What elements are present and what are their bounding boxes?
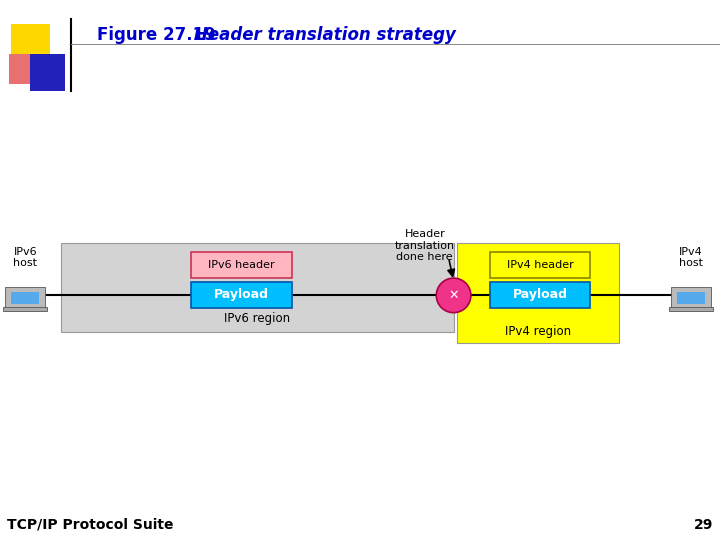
Text: ✕: ✕ [449,289,459,302]
FancyBboxPatch shape [61,243,454,332]
FancyBboxPatch shape [490,282,590,308]
FancyBboxPatch shape [457,243,619,343]
FancyBboxPatch shape [11,292,40,303]
Text: IPv6 header: IPv6 header [208,260,274,270]
Text: IPv4 region: IPv4 region [505,325,571,338]
FancyBboxPatch shape [191,282,292,308]
FancyBboxPatch shape [9,54,43,84]
Text: Header
translation
done here: Header translation done here [395,229,455,262]
Text: Header translation strategy: Header translation strategy [194,26,456,44]
Text: Payload: Payload [214,288,269,301]
Text: IPv6
host: IPv6 host [13,247,37,268]
Text: IPv4 header: IPv4 header [507,260,573,270]
FancyBboxPatch shape [677,292,706,303]
FancyBboxPatch shape [5,287,45,308]
FancyBboxPatch shape [669,307,714,311]
FancyBboxPatch shape [11,24,50,57]
Text: Payload: Payload [513,288,567,301]
FancyBboxPatch shape [30,54,65,91]
Text: TCP/IP Protocol Suite: TCP/IP Protocol Suite [7,518,174,532]
FancyBboxPatch shape [671,287,711,308]
FancyBboxPatch shape [3,307,48,311]
FancyBboxPatch shape [191,252,292,278]
FancyBboxPatch shape [490,252,590,278]
Text: Figure 27.19: Figure 27.19 [97,26,216,44]
Text: 29: 29 [693,518,713,532]
Text: IPv6 region: IPv6 region [225,312,290,325]
Text: IPv4
host: IPv4 host [679,247,703,268]
Ellipse shape [436,278,471,313]
